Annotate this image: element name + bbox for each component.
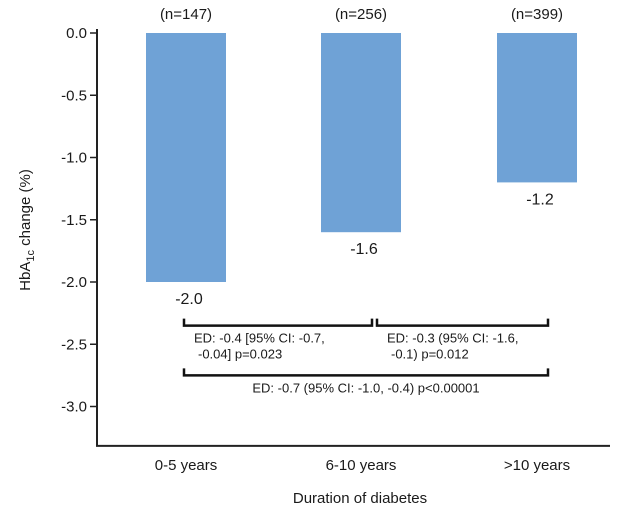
sample-size-label: (n=399) xyxy=(511,6,563,23)
bar xyxy=(497,33,577,183)
y-tick-label: -1.5 xyxy=(61,212,87,229)
annotations: ED: -0.4 [95% CI: -0.7,-0.04] p=0.023ED:… xyxy=(182,318,550,395)
category-label: >10 years xyxy=(504,457,570,474)
y-tick-label: -2.0 xyxy=(61,274,87,291)
category-label: 6-10 years xyxy=(326,457,397,474)
y-tick-label: 0.0 xyxy=(66,25,87,42)
y-tick-label: -3.0 xyxy=(61,399,87,416)
comparison-text: ED: -0.3 (95% CI: -1.6, xyxy=(387,331,519,346)
y-ticks: 0.0 -0.5 -1.0 -1.5 -2.0 -2.5 -3.0 xyxy=(61,25,97,416)
x-axis-title: Duration of diabetes xyxy=(293,490,427,507)
y-tick-label: -1.0 xyxy=(61,150,87,167)
y-tick-label: -2.5 xyxy=(61,336,87,353)
comparison-bracket: ED: -0.4 [95% CI: -0.7,-0.04] p=0.023 xyxy=(182,318,374,362)
comparison-text: -0.1) p=0.012 xyxy=(391,347,469,362)
y-tick-label: -0.5 xyxy=(61,87,87,104)
y-axis-title: HbA1c change (%) xyxy=(17,169,37,291)
axes xyxy=(96,29,610,447)
bars: -2.0 (n=147) 0-5 years -1.6 (n=256) 6-10 year… xyxy=(146,6,577,474)
comparison-text: ED: -0.4 [95% CI: -0.7, xyxy=(194,331,325,346)
bar xyxy=(146,33,226,282)
bar-value-label: -2.0 xyxy=(175,291,203,308)
sample-size-label: (n=147) xyxy=(160,6,212,23)
comparison-bracket: ED: -0.7 (95% CI: -1.0, -0.4) p<0.00001 xyxy=(182,368,550,395)
sample-size-label: (n=256) xyxy=(335,6,387,23)
comparison-text: -0.04] p=0.023 xyxy=(198,347,282,362)
bar xyxy=(321,33,401,233)
comparison-bracket: ED: -0.3 (95% CI: -1.6,-0.1) p=0.012 xyxy=(375,318,550,362)
y-axis-label: HbA1c change (%) xyxy=(17,169,37,291)
bar-value-label: -1.6 xyxy=(350,241,378,258)
comparison-text: ED: -0.7 (95% CI: -1.0, -0.4) p<0.00001 xyxy=(252,380,479,395)
category-label: 0-5 years xyxy=(155,457,218,474)
bar-value-label: -1.2 xyxy=(526,191,554,208)
